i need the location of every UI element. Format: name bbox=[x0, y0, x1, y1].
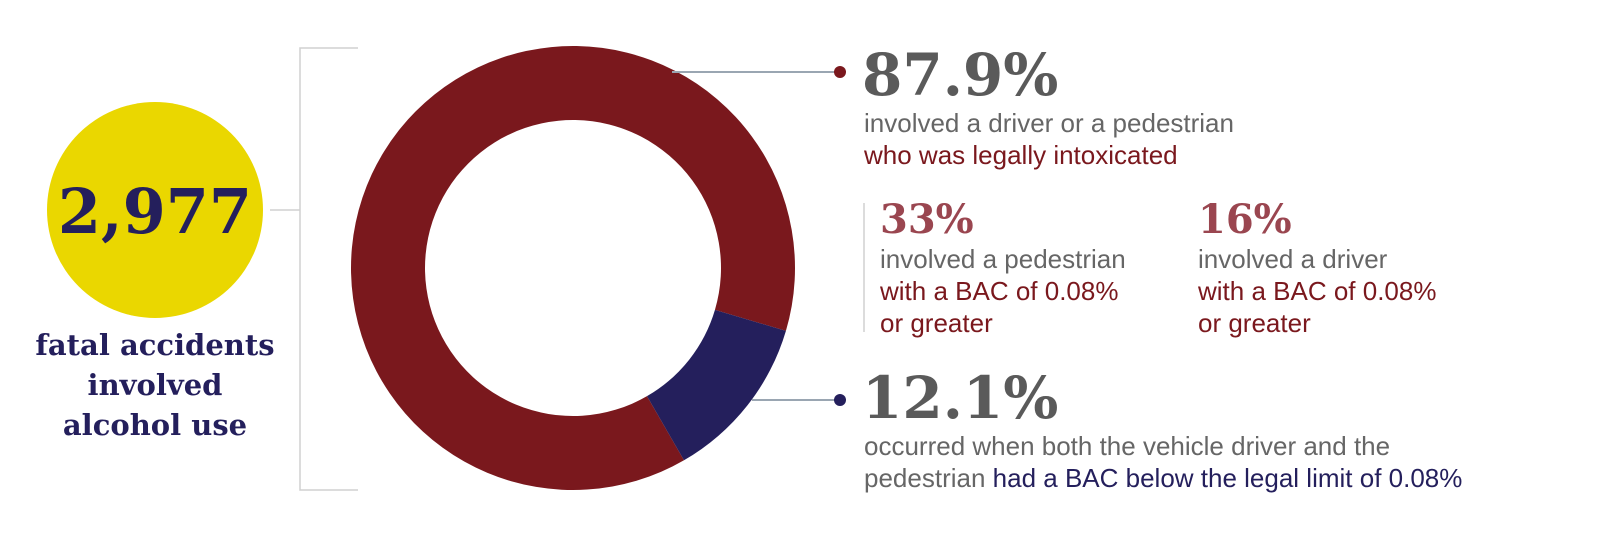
total-value: 2,977 bbox=[58, 175, 252, 248]
description-span: involved a driver or a pedestrian bbox=[864, 108, 1234, 138]
description-span: or greater bbox=[880, 308, 993, 338]
description-span: with a BAC of 0.08% bbox=[1197, 276, 1436, 306]
total-caption: alcohol use bbox=[63, 408, 247, 442]
total-caption: involved bbox=[88, 368, 223, 402]
description: pedestrian had a BAC below the legal lim… bbox=[864, 463, 1462, 493]
description-span: pedestrian bbox=[864, 463, 993, 493]
donut-slice bbox=[647, 309, 786, 461]
description: involved a driver or a pedestrian bbox=[864, 108, 1234, 138]
description-span: involved a driver bbox=[1198, 244, 1388, 274]
description-span: had a BAC below the legal limit of 0.08% bbox=[993, 463, 1463, 493]
bracket bbox=[270, 47, 358, 491]
total-circle bbox=[47, 102, 263, 318]
description-span: who was legally intoxicated bbox=[863, 140, 1178, 170]
connector-dot bbox=[834, 66, 846, 78]
description-span: occurred when both the vehicle driver an… bbox=[864, 431, 1390, 461]
value-label: 12.1% bbox=[862, 364, 1058, 432]
description-span: with a BAC of 0.08% bbox=[879, 276, 1118, 306]
description-span: or greater bbox=[1198, 308, 1311, 338]
description: involved a driver bbox=[1198, 244, 1388, 274]
description: occurred when both the vehicle driver an… bbox=[864, 431, 1390, 461]
description-span: involved a pedestrian bbox=[880, 244, 1126, 274]
description: who was legally intoxicated bbox=[863, 140, 1178, 170]
breakdown-value: 33% bbox=[880, 196, 974, 243]
donut-slice bbox=[351, 46, 795, 490]
description: or greater bbox=[880, 308, 993, 338]
description: or greater bbox=[1198, 308, 1311, 338]
breakdown-value: 16% bbox=[1198, 196, 1292, 243]
description: involved a pedestrian bbox=[880, 244, 1126, 274]
description: with a BAC of 0.08% bbox=[1197, 276, 1436, 306]
connector-dot bbox=[834, 394, 846, 406]
description: with a BAC of 0.08% bbox=[879, 276, 1118, 306]
value-label: 87.9% bbox=[862, 41, 1058, 109]
total-caption: fatal accidents bbox=[35, 328, 274, 362]
